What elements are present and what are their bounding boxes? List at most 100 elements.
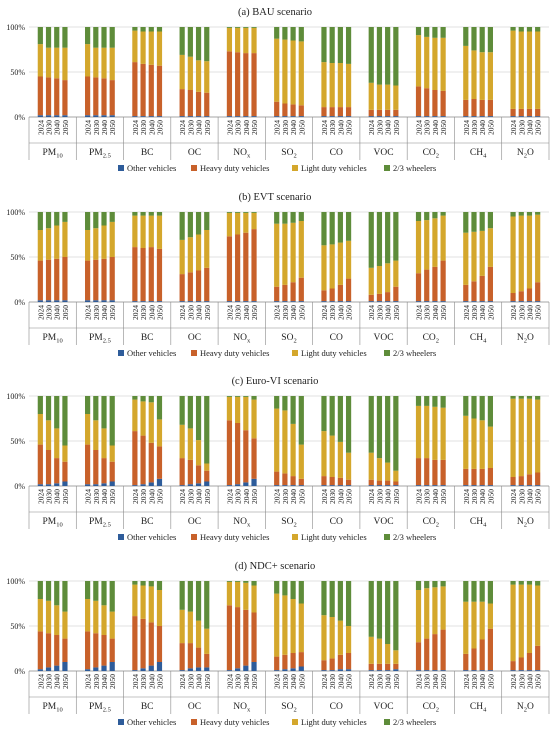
bar-segment-wheelers-PM2.5-2050 (109, 396, 115, 446)
year-tick-label: 2030 (186, 489, 195, 504)
legend-label-wheelers: 2/3 wheelers (393, 532, 436, 542)
bar-segment-light-PM10-2030 (45, 600, 52, 634)
bar-segment-other-OC-2024 (179, 670, 185, 671)
bar-segment-heavy-BC-2024 (132, 247, 138, 302)
bar-segment-wheelers-VOC-2040 (385, 581, 391, 644)
bar-segment-light-SO2-2030 (282, 223, 288, 285)
bar-segment-other-PM10-2030 (45, 115, 52, 117)
bar-segment-other-SO2-2040 (290, 668, 296, 671)
bar-segment-wheelers-CO2-2030 (424, 212, 430, 221)
pollutant-label-8: CO2 (423, 148, 439, 160)
bar-segment-heavy-VOC-2040 (385, 663, 391, 671)
bar-segment-light-PM10-2024 (37, 230, 43, 261)
bar-segment-heavy-NOx-2030 (235, 234, 241, 302)
bar-segment-light-BC-2050 (156, 590, 163, 626)
bar-segment-other-VOC-2050 (393, 301, 399, 302)
bar-segment-other-CH4-2024 (463, 485, 469, 486)
bar-segment-heavy-N2O-2040 (526, 288, 533, 302)
legend-swatch-wheelers (384, 534, 390, 540)
year-tick-label: 2024 (178, 674, 187, 689)
bar-segment-light-OC-2040 (195, 620, 202, 648)
bar-segment-other-SO2-2024 (274, 301, 280, 302)
pollutant-label-0: PM10 (43, 148, 63, 160)
bar-segment-other-CO-2024 (321, 670, 327, 671)
pollutant-label-10: N2O (517, 333, 534, 345)
bar-segment-light-VOC-2030 (376, 266, 383, 294)
bar-segment-wheelers-BC-2030 (140, 396, 146, 402)
bar-segment-light-PM2.5-2050 (109, 611, 115, 639)
bar-segment-other-CO-2030 (329, 301, 335, 302)
bar-segment-wheelers-PM10-2030 (45, 212, 52, 229)
bar-segment-wheelers-OC-2050 (204, 27, 210, 62)
bar-segment-other-PM2.5-2030 (93, 484, 99, 486)
bar-segment-other-CO2-2024 (415, 301, 422, 302)
bar-segment-other-BC-2030 (140, 668, 146, 671)
legend-label-wheelers: 2/3 wheelers (393, 348, 436, 358)
bar-segment-other-BC-2050 (156, 662, 163, 671)
bar-segment-heavy-PM10-2050 (62, 638, 68, 662)
bar-segment-heavy-CO-2050 (345, 479, 352, 486)
bar-segment-other-BC-2030 (140, 301, 146, 302)
bar-segment-wheelers-N2O-2050 (535, 581, 541, 586)
y-tick-label: 0% (14, 667, 25, 676)
bar-segment-other-CH4-2024 (463, 670, 469, 671)
pollutant-label-9: CH4 (470, 517, 487, 529)
year-tick-label: 2030 (139, 120, 148, 135)
year-tick-label: 2040 (53, 305, 62, 320)
year-tick-label: 2040 (336, 674, 345, 689)
bar-segment-wheelers-VOC-2024 (368, 27, 374, 83)
bar-segment-other-CO-2050 (345, 485, 352, 486)
bar-segment-wheelers-SO2-2030 (282, 212, 288, 224)
y-tick-label: 50% (10, 253, 25, 262)
bar-segment-light-CH4-2040 (479, 420, 485, 469)
legend-swatch-wheelers (384, 350, 390, 356)
bar-segment-light-SO2-2040 (290, 222, 296, 283)
bar-segment-heavy-SO2-2030 (282, 473, 288, 486)
bar-segment-wheelers-CH4-2030 (471, 581, 477, 602)
bar-segment-wheelers-N2O-2050 (535, 212, 541, 215)
pollutant-label-3: OC (188, 517, 201, 527)
bar-segment-other-NOx-2050 (251, 301, 257, 302)
year-tick-label: 2050 (108, 489, 117, 504)
bar-segment-other-SO2-2030 (282, 669, 288, 671)
bar-segment-other-NOx-2030 (235, 484, 241, 486)
bar-segment-heavy-PM10-2030 (45, 259, 52, 301)
bar-segment-light-PM10-2030 (45, 47, 52, 78)
bar-segment-other-CO-2030 (329, 116, 335, 117)
bar-segment-light-CO2-2050 (440, 586, 446, 630)
bar-segment-other-PM10-2040 (54, 665, 60, 671)
bar-segment-wheelers-PM2.5-2040 (101, 27, 107, 48)
bar-segment-light-PM2.5-2040 (101, 605, 107, 635)
bar-segment-other-VOC-2050 (393, 116, 399, 117)
pollutant-label-6: CO (330, 333, 343, 343)
bar-segment-light-PM10-2024 (37, 44, 43, 77)
year-tick-label: 2050 (203, 489, 212, 504)
bar-segment-heavy-CO2-2030 (424, 458, 430, 486)
bar-segment-other-N2O-2030 (518, 670, 524, 671)
bar-segment-heavy-CH4-2040 (479, 639, 485, 671)
bar-segment-wheelers-SO2-2024 (274, 212, 280, 224)
bar-segment-light-VOC-2024 (368, 636, 374, 664)
bar-segment-heavy-OC-2024 (179, 89, 185, 117)
year-tick-label: 2040 (195, 305, 204, 320)
bar-segment-heavy-NOx-2050 (251, 53, 257, 117)
year-tick-label: 2040 (431, 120, 440, 135)
bar-segment-light-CO2-2024 (415, 35, 422, 87)
bar-segment-light-NOx-2030 (235, 396, 241, 423)
bar-segment-other-OC-2040 (195, 116, 202, 117)
bar-segment-light-OC-2040 (195, 440, 202, 466)
bar-segment-wheelers-CH4-2050 (487, 396, 493, 427)
bar-segment-wheelers-N2O-2024 (510, 581, 516, 585)
bar-segment-wheelers-OC-2030 (187, 396, 193, 429)
bar-segment-wheelers-OC-2050 (204, 581, 210, 629)
bar-segment-light-NOx-2024 (226, 396, 233, 421)
bar-segment-other-CO-2050 (345, 669, 352, 671)
bar-segment-wheelers-BC-2040 (148, 27, 154, 32)
legend-label-wheelers: 2/3 wheelers (393, 717, 436, 727)
y-tick-label: 50% (10, 68, 25, 77)
bar-segment-light-BC-2040 (148, 586, 154, 623)
bar-segment-heavy-OC-2050 (204, 470, 210, 482)
bar-segment-other-CO2-2050 (440, 116, 446, 117)
bar-segment-wheelers-SO2-2030 (282, 581, 288, 596)
bar-segment-other-VOC-2050 (393, 669, 399, 671)
